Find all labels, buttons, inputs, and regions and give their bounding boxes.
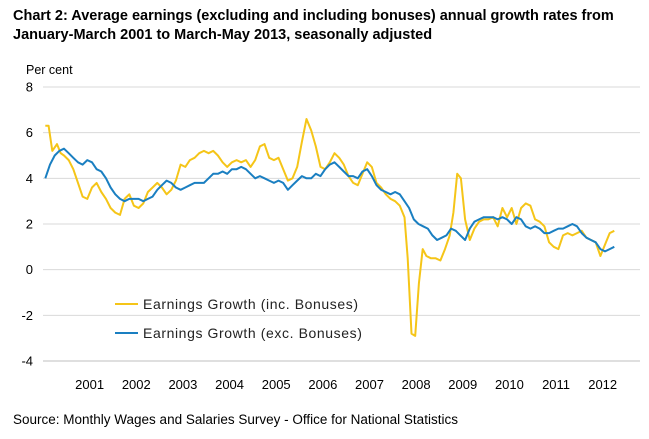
chart-title: Chart 2: Average earnings (excluding and… [13,8,614,43]
x-tick-label: 2005 [262,377,291,392]
x-tick-label: 2004 [215,377,244,392]
y-tick-label: -4 [21,354,33,369]
y-tick-label: 2 [26,217,33,232]
x-tick-label: 2011 [542,377,570,392]
y-tick-label: 6 [26,125,33,140]
y-axis-label: Per cent [26,63,73,77]
x-tick-label: 2006 [308,377,337,392]
x-tick-label: 2003 [168,377,197,392]
x-axis-ticks: 2001 2002 2003 2004 2005 2006 2007 2008 2009 2010… [43,360,640,392]
legend-label: Earnings Growth (exc. Bonuses) [143,325,363,341]
series-line-exc-bonuses [44,147,615,253]
x-tick-label: 2009 [448,377,477,392]
x-tick-label: 2007 [355,377,384,392]
x-tick-label: 2002 [122,377,151,392]
series-line-inc-bonuses [45,118,615,337]
x-tick-label: 2008 [402,377,431,392]
y-tick-label: -2 [21,308,33,323]
legend: Earnings Growth (inc. Bonuses) Earnings G… [115,296,363,341]
x-tick-label: 2001 [75,377,104,392]
y-axis-ticks: 8 6 4 2 0 -2 -4 [21,80,33,369]
source-note: Source: Monthly Wages and Salaries Surve… [13,412,458,427]
series-lines [44,118,615,337]
y-tick-label: 4 [26,171,33,186]
y-tick-label: 8 [26,80,33,95]
y-tick-label: 0 [26,262,33,277]
x-tick-label: 2010 [495,377,524,392]
legend-label: Earnings Growth (inc. Bonuses) [143,296,359,312]
gridlines [43,86,640,362]
x-tick-label: 2012 [588,377,617,392]
